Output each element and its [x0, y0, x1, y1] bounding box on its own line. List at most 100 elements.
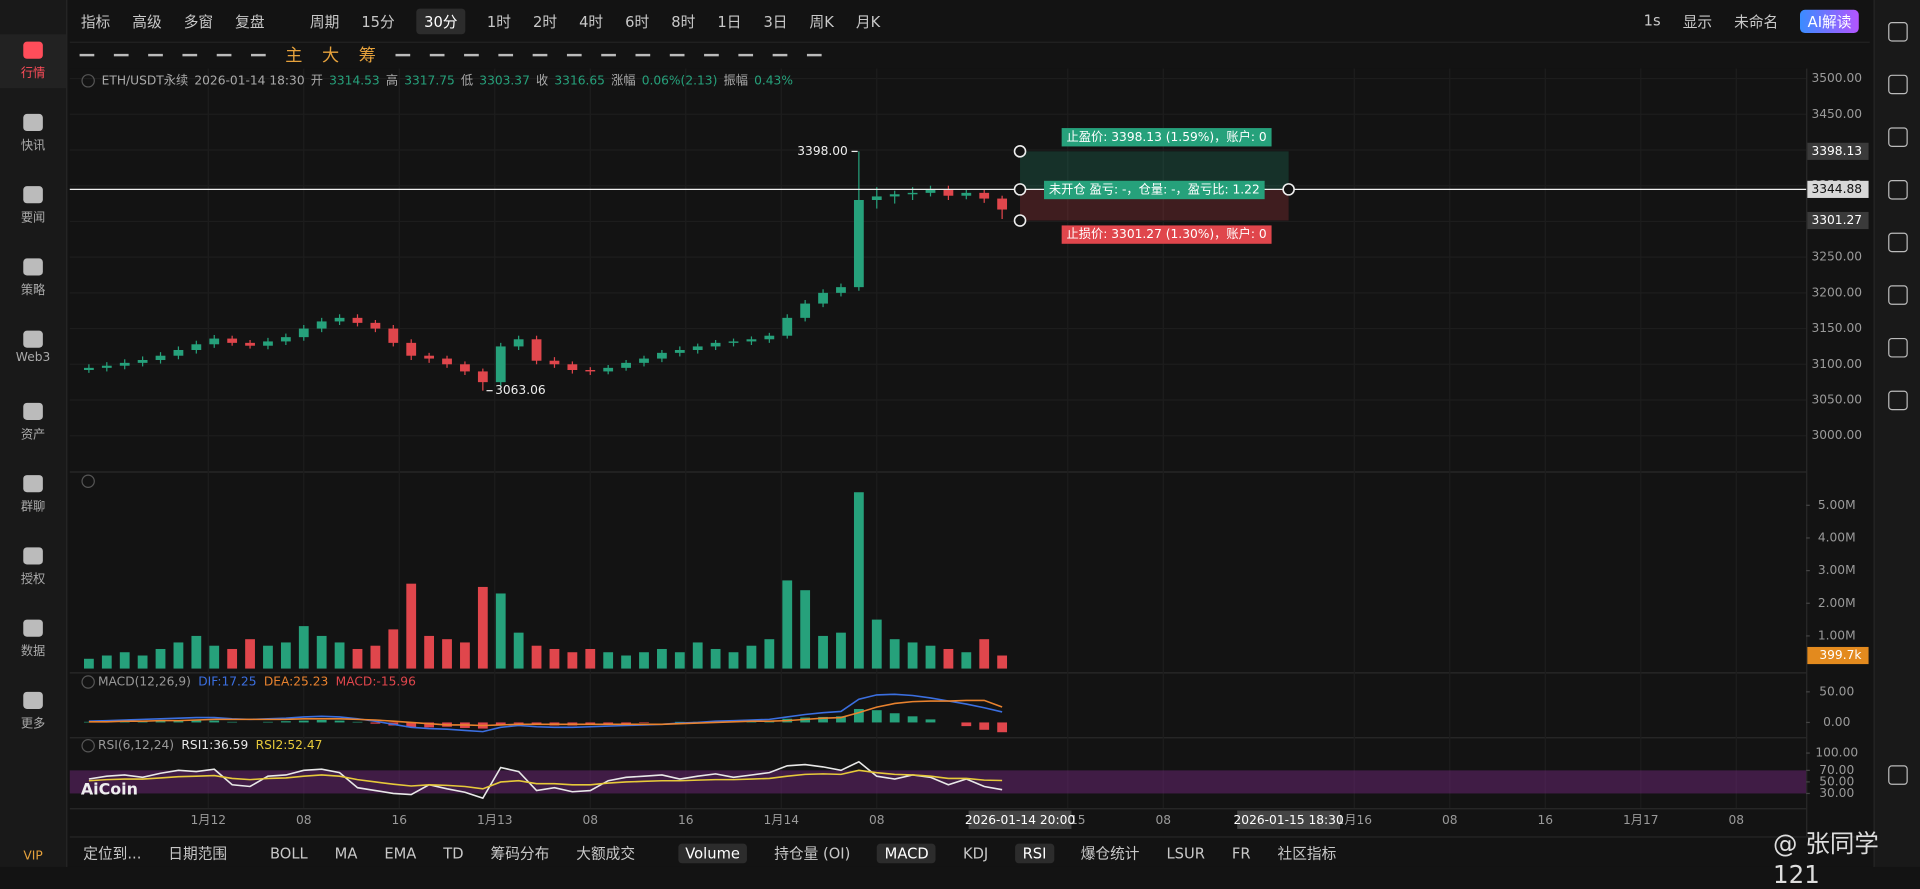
sidebar-item[interactable]: 授权 [0, 540, 66, 594]
indicator-button[interactable]: 持仓量 (OI) [774, 844, 851, 863]
sidebar-item[interactable]: 策略 [0, 251, 66, 305]
toolbar-button[interactable]: 多窗 [183, 12, 214, 31]
draw-tool[interactable] [806, 53, 822, 57]
indicator-line [88, 769, 1003, 790]
left-sidebar: 行情快讯要闻策略 Web3 资产群聊授权数据更多 VIP [0, 0, 68, 867]
x-tick-label: 1月14 [763, 813, 799, 827]
volume-bar [388, 629, 399, 669]
toolbar-button[interactable]: 1s [1643, 12, 1661, 30]
indicator-button[interactable]: 爆仓统计 [1080, 844, 1140, 863]
indicator-button[interactable]: 社区指标 [1277, 844, 1337, 863]
y-tick-label: 4.00M [1818, 530, 1856, 544]
draw-tool[interactable] [738, 53, 754, 57]
handle[interactable] [1013, 145, 1027, 158]
collapse-icon [81, 74, 95, 88]
draw-tool[interactable] [148, 53, 163, 57]
sidebar-item[interactable]: 快讯 [0, 107, 66, 161]
indicator-button[interactable]: 日期范围 [168, 844, 228, 863]
period-button[interactable]: 4时 [579, 12, 604, 31]
sidebar-item[interactable]: 要闻 [0, 179, 66, 233]
volume-bar [227, 648, 238, 669]
sidebar-icon [23, 547, 43, 565]
macd-histogram [209, 720, 220, 723]
sidebar-item[interactable]: 更多 [0, 684, 66, 738]
draw-tool[interactable] [113, 53, 129, 57]
indicator-button[interactable]: RSI [1015, 843, 1054, 863]
y-tick-label: 3150.00 [1811, 321, 1862, 335]
period-button[interactable]: 3日 [763, 12, 788, 31]
period-button[interactable]: 2时 [532, 12, 558, 31]
period-button[interactable]: 30分 [416, 7, 465, 34]
sidebar-label: 数据 [20, 645, 46, 659]
draw-tool[interactable] [635, 53, 651, 57]
price-tag-bg [1807, 180, 1869, 198]
toolbar-button[interactable]: AI解读 [1800, 9, 1859, 33]
period-button[interactable]: 周K [809, 12, 834, 31]
volume-bar [245, 639, 255, 669]
handle[interactable] [1013, 183, 1027, 196]
y-tick-label: 3250.00 [1811, 250, 1862, 264]
indicator-button[interactable]: 筹码分布 [490, 844, 550, 863]
period-button[interactable]: 1时 [486, 12, 511, 31]
chart-area: 3000.00 3050.00 3100.00 3150.00 3200.00 3250.… [69, 68, 1869, 837]
macd-histogram [513, 722, 524, 724]
draw-tool[interactable] [669, 53, 685, 57]
draw-tool[interactable] [429, 53, 445, 57]
indicator-button[interactable]: BOLL [269, 844, 308, 862]
indicator-button[interactable]: TD [443, 844, 464, 862]
macd-histogram [316, 720, 327, 723]
sidebar-item[interactable]: 群聊 [0, 468, 66, 522]
main-tool[interactable]: 筹 [358, 46, 376, 67]
top-toolbar: 指标 高级 多窗 复盘 周期 15分 30分 1时 2时 4时 6时 8时 1日 3日 周K 月K 1s 显示 未命… [69, 0, 1870, 43]
handle[interactable] [1013, 214, 1027, 227]
draw-tool[interactable] [566, 53, 582, 57]
macd-histogram [603, 722, 614, 725]
period-menu[interactable]: 周期 [309, 12, 340, 31]
toolbar-button[interactable]: 未命名 [1734, 12, 1779, 31]
indicator-button[interactable]: MACD [877, 843, 937, 863]
period-button[interactable]: 15分 [361, 12, 395, 31]
draw-tool[interactable] [79, 53, 95, 57]
period-button[interactable]: 6时 [625, 12, 650, 31]
indicator-button[interactable]: FR [1231, 844, 1251, 862]
draw-tool[interactable] [704, 53, 719, 57]
candle-body [477, 371, 488, 383]
period-button[interactable]: 月K [855, 12, 881, 31]
y-tick-label: 30.00 [1819, 786, 1854, 800]
draw-tool[interactable] [182, 53, 198, 57]
vip-label[interactable]: VIP [23, 849, 43, 864]
volume-bar [531, 645, 542, 669]
info-text: 振幅 [723, 72, 747, 87]
sidebar-item[interactable]: Web3 [0, 323, 66, 372]
indicator-button[interactable]: EMA [384, 844, 417, 862]
draw-tool[interactable] [532, 53, 548, 57]
draw-tool[interactable] [464, 53, 479, 57]
handle[interactable] [1282, 183, 1295, 196]
draw-tool[interactable] [601, 53, 616, 57]
indicator-button[interactable]: MA [334, 844, 358, 862]
draw-tool[interactable] [772, 53, 788, 57]
indicator-button[interactable]: 定位到... [83, 844, 142, 863]
period-button[interactable]: 8时 [671, 12, 696, 31]
volume-bar [442, 639, 452, 669]
period-button[interactable]: 1日 [717, 12, 742, 31]
draw-tool[interactable] [251, 53, 266, 57]
toolbar-button[interactable]: 指标 [80, 12, 111, 31]
draw-tool[interactable] [498, 53, 514, 57]
indicator-button[interactable]: LSUR [1166, 844, 1205, 862]
sidebar-item[interactable]: 数据 [0, 612, 66, 666]
toolbar-button[interactable]: 复盘 [235, 12, 265, 31]
draw-tool[interactable] [216, 53, 232, 57]
draw-tool[interactable] [395, 53, 411, 57]
indicator-button[interactable]: KDJ [962, 844, 989, 862]
macd-histogram [298, 720, 309, 723]
macd-histogram [352, 721, 363, 723]
main-tool[interactable]: 大 [322, 46, 340, 67]
sidebar-item[interactable]: 资产 [0, 396, 66, 450]
toolbar-button[interactable]: 显示 [1682, 12, 1713, 31]
main-tool[interactable]: 主 [285, 46, 303, 67]
sidebar-item[interactable]: 行情 [0, 34, 67, 89]
toolbar-button[interactable]: 高级 [132, 12, 162, 31]
indicator-button[interactable]: 大额成交 [576, 844, 636, 863]
indicator-button[interactable]: Volume [677, 843, 748, 863]
